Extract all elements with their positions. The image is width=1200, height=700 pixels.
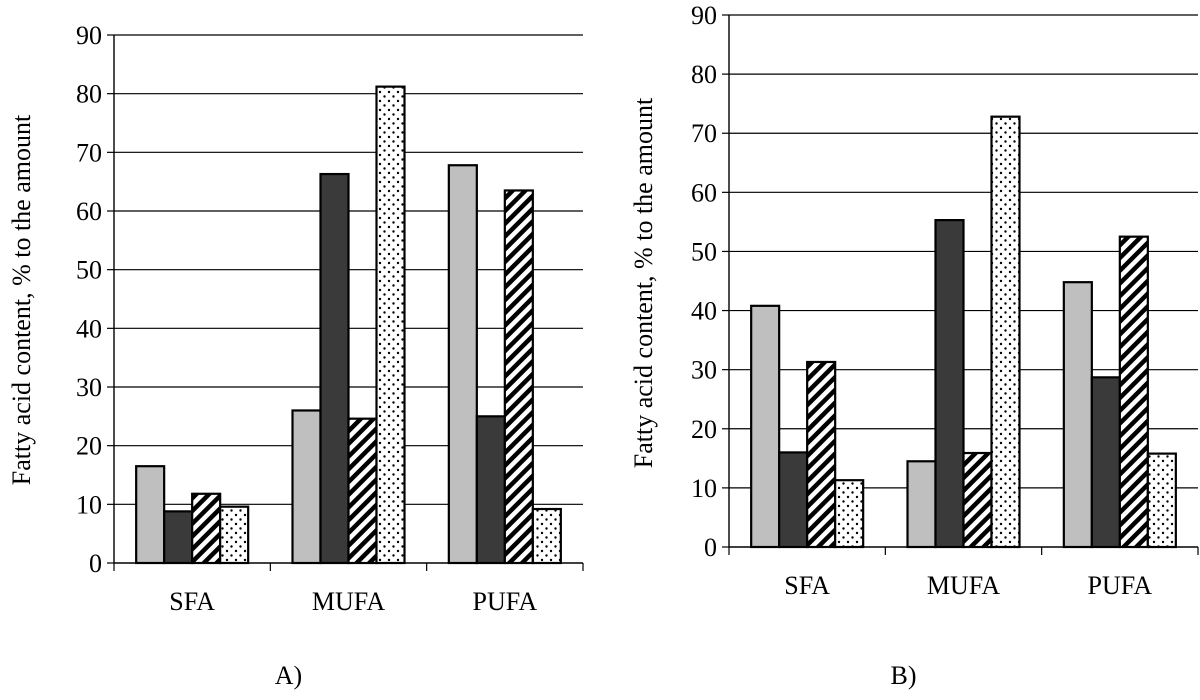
y-tick-label: 60 — [76, 197, 102, 226]
y-tick-label: 30 — [691, 356, 717, 385]
y-tick-label: 50 — [691, 237, 717, 266]
y-tick-label: 60 — [691, 178, 717, 207]
bar-b-mufa-1 — [906, 460, 937, 549]
y-tick-label: 40 — [76, 314, 102, 343]
y-tick-label: 10 — [76, 490, 102, 519]
bar-b-mufa-3 — [962, 451, 993, 549]
y-tick-label: 0 — [89, 549, 102, 578]
x-category-label: MUFA — [927, 571, 1000, 600]
bar-b-mufa-2 — [934, 219, 965, 549]
bar-a-mufa-3 — [347, 417, 378, 565]
bar-a-sfa-2 — [163, 510, 194, 565]
bar-b-sfa-2 — [778, 451, 809, 549]
bar-b-pufa-2 — [1090, 376, 1121, 549]
y-tick-label: 80 — [76, 80, 102, 109]
bar-b-pufa-1 — [1062, 281, 1093, 549]
panel-label: A) — [275, 661, 302, 690]
bar-a-sfa-4 — [219, 505, 250, 565]
y-tick-label: 70 — [691, 119, 717, 148]
bar-a-sfa-3 — [191, 492, 222, 565]
x-category-label: SFA — [784, 571, 830, 600]
bar-b-pufa-3 — [1118, 235, 1149, 549]
y-tick-label: 30 — [76, 373, 102, 402]
bar-a-pufa-3 — [503, 189, 534, 565]
bar-b-mufa-4 — [990, 115, 1021, 549]
bar-a-mufa-2 — [319, 172, 350, 565]
bar-b-sfa-3 — [806, 360, 837, 549]
bar-a-pufa-4 — [531, 507, 562, 565]
y-axis-label: Fatty acid content, % to the amount — [629, 97, 658, 468]
y-tick-label: 40 — [691, 297, 717, 326]
y-tick-label: 0 — [704, 533, 717, 562]
x-category-label: PUFA — [1088, 571, 1153, 600]
y-tick-label: 50 — [76, 256, 102, 285]
panel-label: B) — [891, 661, 917, 690]
chart-panel-a: 0 10 20 30 40 50 60 70 80 90 SFA MUFA PUFA Fatty acid… — [7, 21, 584, 690]
y-tick-label: 20 — [691, 415, 717, 444]
y-tick-label: 90 — [76, 21, 102, 50]
y-tick-label: 90 — [691, 1, 717, 30]
x-category-label: SFA — [169, 587, 215, 616]
x-category-label: PUFA — [473, 587, 538, 616]
y-tick-label: 10 — [691, 474, 717, 503]
bar-b-pufa-4 — [1146, 452, 1177, 549]
bar-a-pufa-1 — [447, 164, 478, 565]
bar-a-sfa-1 — [135, 465, 166, 565]
y-axis-label: Fatty acid content, % to the amount — [7, 114, 36, 485]
bar-a-mufa-4 — [375, 85, 406, 565]
y-tick-label: 20 — [76, 432, 102, 461]
bar-b-sfa-1 — [750, 304, 781, 549]
x-category-label: MUFA — [312, 587, 385, 616]
bar-b-sfa-4 — [834, 479, 865, 549]
y-tick-label: 70 — [76, 138, 102, 167]
bar-a-mufa-1 — [291, 409, 322, 565]
bar-a-pufa-2 — [475, 415, 506, 565]
y-tick-label: 80 — [691, 60, 717, 89]
chart-panel-b: 0 10 20 30 40 50 60 70 80 90 SFA MUFA PUFA Fatty acid… — [629, 1, 1199, 690]
